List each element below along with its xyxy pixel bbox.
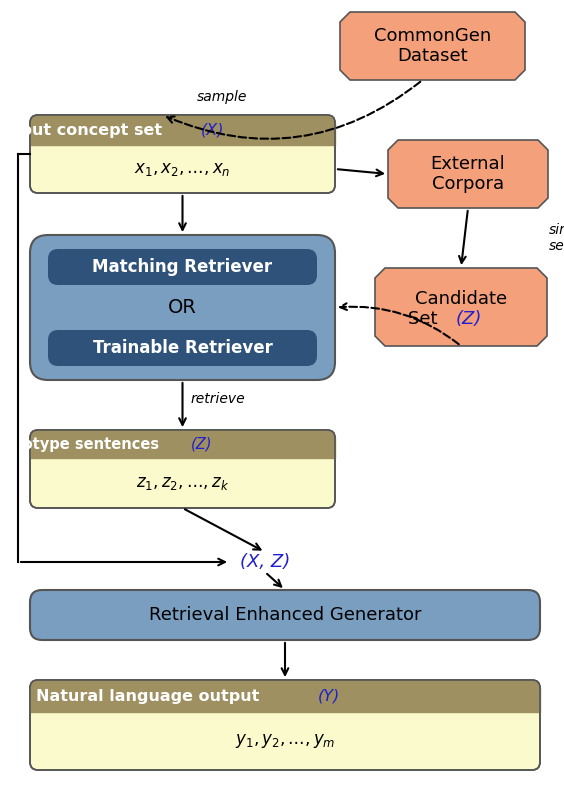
Text: Retrieved prototype sentences: Retrieved prototype sentences [0,436,165,451]
Text: (X, Z): (X, Z) [240,553,290,571]
Polygon shape [340,12,525,80]
FancyBboxPatch shape [30,430,335,458]
Text: Natural language output: Natural language output [36,689,265,703]
Text: (X): (X) [201,123,224,138]
Text: (Z): (Z) [191,436,213,451]
FancyBboxPatch shape [30,680,540,712]
Text: (Y): (Y) [318,689,340,703]
Text: $y_1, y_2, \ldots, y_m$: $y_1, y_2, \ldots, y_m$ [235,732,335,750]
Text: (Z): (Z) [456,310,482,328]
FancyBboxPatch shape [48,330,317,366]
FancyBboxPatch shape [30,235,335,380]
Text: $z_1, z_2, \ldots, z_k$: $z_1, z_2, \ldots, z_k$ [136,474,229,492]
Polygon shape [388,140,548,208]
Text: Input concept set: Input concept set [3,123,168,138]
Text: $x_1, x_2, \ldots, x_n$: $x_1, x_2, \ldots, x_n$ [134,160,231,178]
Text: sample: sample [197,90,248,104]
Text: Trainable Retriever: Trainable Retriever [92,339,272,357]
FancyBboxPatch shape [30,590,540,640]
Text: Set: Set [408,310,443,328]
Text: CommonGen
Dataset: CommonGen Dataset [374,27,491,65]
FancyBboxPatch shape [30,430,335,508]
Polygon shape [375,268,547,346]
FancyBboxPatch shape [30,115,335,145]
Text: Matching Retriever: Matching Retriever [92,258,272,276]
FancyBboxPatch shape [30,680,540,770]
Text: External
Corpora: External Corpora [431,155,505,193]
FancyBboxPatch shape [48,249,317,285]
Text: retrieve: retrieve [191,392,245,406]
Text: Retrieval Enhanced Generator: Retrieval Enhanced Generator [149,606,421,624]
Text: simply
select: simply select [549,223,564,253]
Text: Candidate: Candidate [415,290,507,308]
Text: OR: OR [168,298,197,317]
FancyBboxPatch shape [30,115,335,193]
